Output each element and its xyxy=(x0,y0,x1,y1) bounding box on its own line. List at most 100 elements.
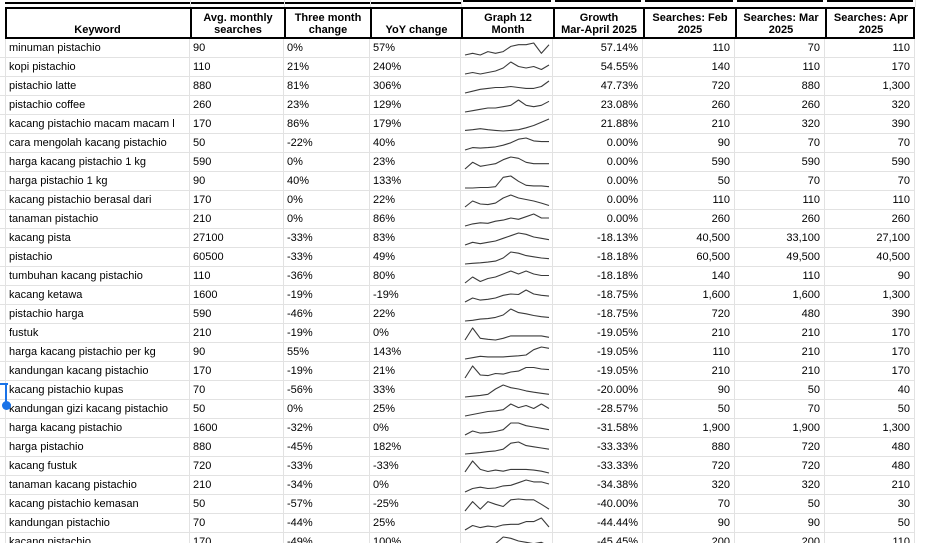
cell-three-month[interactable]: 23% xyxy=(284,96,370,115)
cell-three-month[interactable]: -36% xyxy=(284,267,370,286)
cell-searches-apr[interactable]: 50 xyxy=(825,400,915,419)
cell-avg-monthly[interactable]: 90 xyxy=(190,39,284,58)
cell-avg-monthly[interactable]: 590 xyxy=(190,153,284,172)
cell-three-month[interactable]: 0% xyxy=(284,400,370,419)
column-header-keyword[interactable]: Keyword xyxy=(5,7,190,39)
cell-searches-mar[interactable]: 210 xyxy=(735,324,825,343)
cell-searches-feb[interactable]: 140 xyxy=(643,58,735,77)
cell-avg-monthly[interactable]: 880 xyxy=(190,77,284,96)
cell-growth[interactable]: -19.05% xyxy=(553,324,643,343)
cell-three-month[interactable]: -33% xyxy=(284,457,370,476)
cell-avg-monthly[interactable]: 170 xyxy=(190,362,284,381)
cell-searches-feb[interactable]: 140 xyxy=(643,267,735,286)
cell-yoy[interactable]: -19% xyxy=(370,286,461,305)
cell-searches-apr[interactable]: 260 xyxy=(825,210,915,229)
column-header-searches-feb[interactable]: Searches: Feb 2025 xyxy=(643,7,735,39)
cell-searches-mar[interactable]: 200 xyxy=(735,533,825,543)
cell-three-month[interactable]: -19% xyxy=(284,324,370,343)
cell-searches-feb[interactable]: 1,900 xyxy=(643,419,735,438)
cell-growth[interactable]: -18.18% xyxy=(553,248,643,267)
cell-searches-apr[interactable]: 110 xyxy=(825,533,915,543)
cell-searches-apr[interactable]: 320 xyxy=(825,96,915,115)
column-header-three-month[interactable]: Three month change xyxy=(284,7,370,39)
cell-three-month[interactable]: 0% xyxy=(284,39,370,58)
cell-searches-feb[interactable]: 90 xyxy=(643,134,735,153)
cell-yoy[interactable]: 25% xyxy=(370,514,461,533)
cell-three-month[interactable]: -45% xyxy=(284,438,370,457)
cell-searches-apr[interactable]: 170 xyxy=(825,362,915,381)
cell-searches-feb[interactable]: 260 xyxy=(643,210,735,229)
cell-three-month[interactable]: -19% xyxy=(284,286,370,305)
cell-searches-feb[interactable]: 110 xyxy=(643,39,735,58)
cell-growth[interactable]: 47.73% xyxy=(553,77,643,96)
cell-searches-feb[interactable]: 210 xyxy=(643,362,735,381)
cell-sparkline[interactable] xyxy=(461,305,553,324)
cell-keyword[interactable]: pistachio latte xyxy=(5,77,190,96)
cell-yoy[interactable]: 49% xyxy=(370,248,461,267)
cell-searches-mar[interactable]: 110 xyxy=(735,191,825,210)
column-header-avg-monthly[interactable]: Avg. monthly searches xyxy=(190,7,284,39)
cell-sparkline[interactable] xyxy=(461,362,553,381)
cell-keyword[interactable]: kandungan kacang pistachio xyxy=(5,362,190,381)
cell-searches-apr[interactable]: 40 xyxy=(825,381,915,400)
cell-searches-feb[interactable]: 720 xyxy=(643,77,735,96)
cell-sparkline[interactable] xyxy=(461,533,553,543)
cell-searches-apr[interactable]: 390 xyxy=(825,115,915,134)
cell-searches-feb[interactable]: 90 xyxy=(643,514,735,533)
cell-avg-monthly[interactable]: 50 xyxy=(190,495,284,514)
cell-avg-monthly[interactable]: 590 xyxy=(190,305,284,324)
cell-three-month[interactable]: -33% xyxy=(284,248,370,267)
cell-keyword[interactable]: harga kacang pistachio xyxy=(5,419,190,438)
cell-searches-mar[interactable]: 320 xyxy=(735,476,825,495)
cell-three-month[interactable]: -19% xyxy=(284,362,370,381)
cell-searches-mar[interactable]: 49,500 xyxy=(735,248,825,267)
cell-keyword[interactable]: kandungan pistachio xyxy=(5,514,190,533)
cell-avg-monthly[interactable]: 50 xyxy=(190,400,284,419)
cell-searches-mar[interactable]: 590 xyxy=(735,153,825,172)
cell-growth[interactable]: -31.58% xyxy=(553,419,643,438)
cell-sparkline[interactable] xyxy=(461,267,553,286)
cell-keyword[interactable]: kacang ketawa xyxy=(5,286,190,305)
cell-keyword[interactable]: fustuk xyxy=(5,324,190,343)
cell-searches-feb[interactable]: 90 xyxy=(643,381,735,400)
cell-yoy[interactable]: 100% xyxy=(370,533,461,543)
cell-keyword[interactable]: kacang pistachio kemasan xyxy=(5,495,190,514)
cell-keyword[interactable]: kacang fustuk xyxy=(5,457,190,476)
cell-searches-apr[interactable]: 390 xyxy=(825,305,915,324)
cell-sparkline[interactable] xyxy=(461,438,553,457)
cell-yoy[interactable]: 83% xyxy=(370,229,461,248)
cell-avg-monthly[interactable]: 210 xyxy=(190,476,284,495)
cell-searches-feb[interactable]: 260 xyxy=(643,96,735,115)
column-header-yoy[interactable]: YoY change xyxy=(370,7,461,39)
cell-growth[interactable]: 54.55% xyxy=(553,58,643,77)
cell-searches-apr[interactable]: 170 xyxy=(825,343,915,362)
cell-searches-mar[interactable]: 1,900 xyxy=(735,419,825,438)
cell-searches-mar[interactable]: 90 xyxy=(735,514,825,533)
cell-searches-apr[interactable]: 30 xyxy=(825,495,915,514)
cell-avg-monthly[interactable]: 90 xyxy=(190,343,284,362)
cell-searches-mar[interactable]: 50 xyxy=(735,495,825,514)
cell-three-month[interactable]: -57% xyxy=(284,495,370,514)
cell-three-month[interactable]: -56% xyxy=(284,381,370,400)
cell-keyword[interactable]: kacang pistachio kupas xyxy=(5,381,190,400)
cell-searches-mar[interactable]: 210 xyxy=(735,362,825,381)
cell-keyword[interactable]: kandungan gizi kacang pistachio xyxy=(5,400,190,419)
cell-keyword[interactable]: cara mengolah kacang pistachio xyxy=(5,134,190,153)
cell-yoy[interactable]: 240% xyxy=(370,58,461,77)
cell-searches-feb[interactable]: 210 xyxy=(643,115,735,134)
cell-three-month[interactable]: -32% xyxy=(284,419,370,438)
cell-keyword[interactable]: pistachio coffee xyxy=(5,96,190,115)
cell-yoy[interactable]: 33% xyxy=(370,381,461,400)
cell-sparkline[interactable] xyxy=(461,96,553,115)
cell-searches-feb[interactable]: 110 xyxy=(643,343,735,362)
cell-searches-feb[interactable]: 50 xyxy=(643,172,735,191)
cell-searches-apr[interactable]: 70 xyxy=(825,134,915,153)
cell-searches-apr[interactable]: 170 xyxy=(825,324,915,343)
cell-avg-monthly[interactable]: 260 xyxy=(190,96,284,115)
cell-searches-apr[interactable]: 27,100 xyxy=(825,229,915,248)
cell-yoy[interactable]: -25% xyxy=(370,495,461,514)
cell-yoy[interactable]: 129% xyxy=(370,96,461,115)
cell-yoy[interactable]: 80% xyxy=(370,267,461,286)
cell-keyword[interactable]: minuman pistachio xyxy=(5,39,190,58)
cell-three-month[interactable]: -44% xyxy=(284,514,370,533)
